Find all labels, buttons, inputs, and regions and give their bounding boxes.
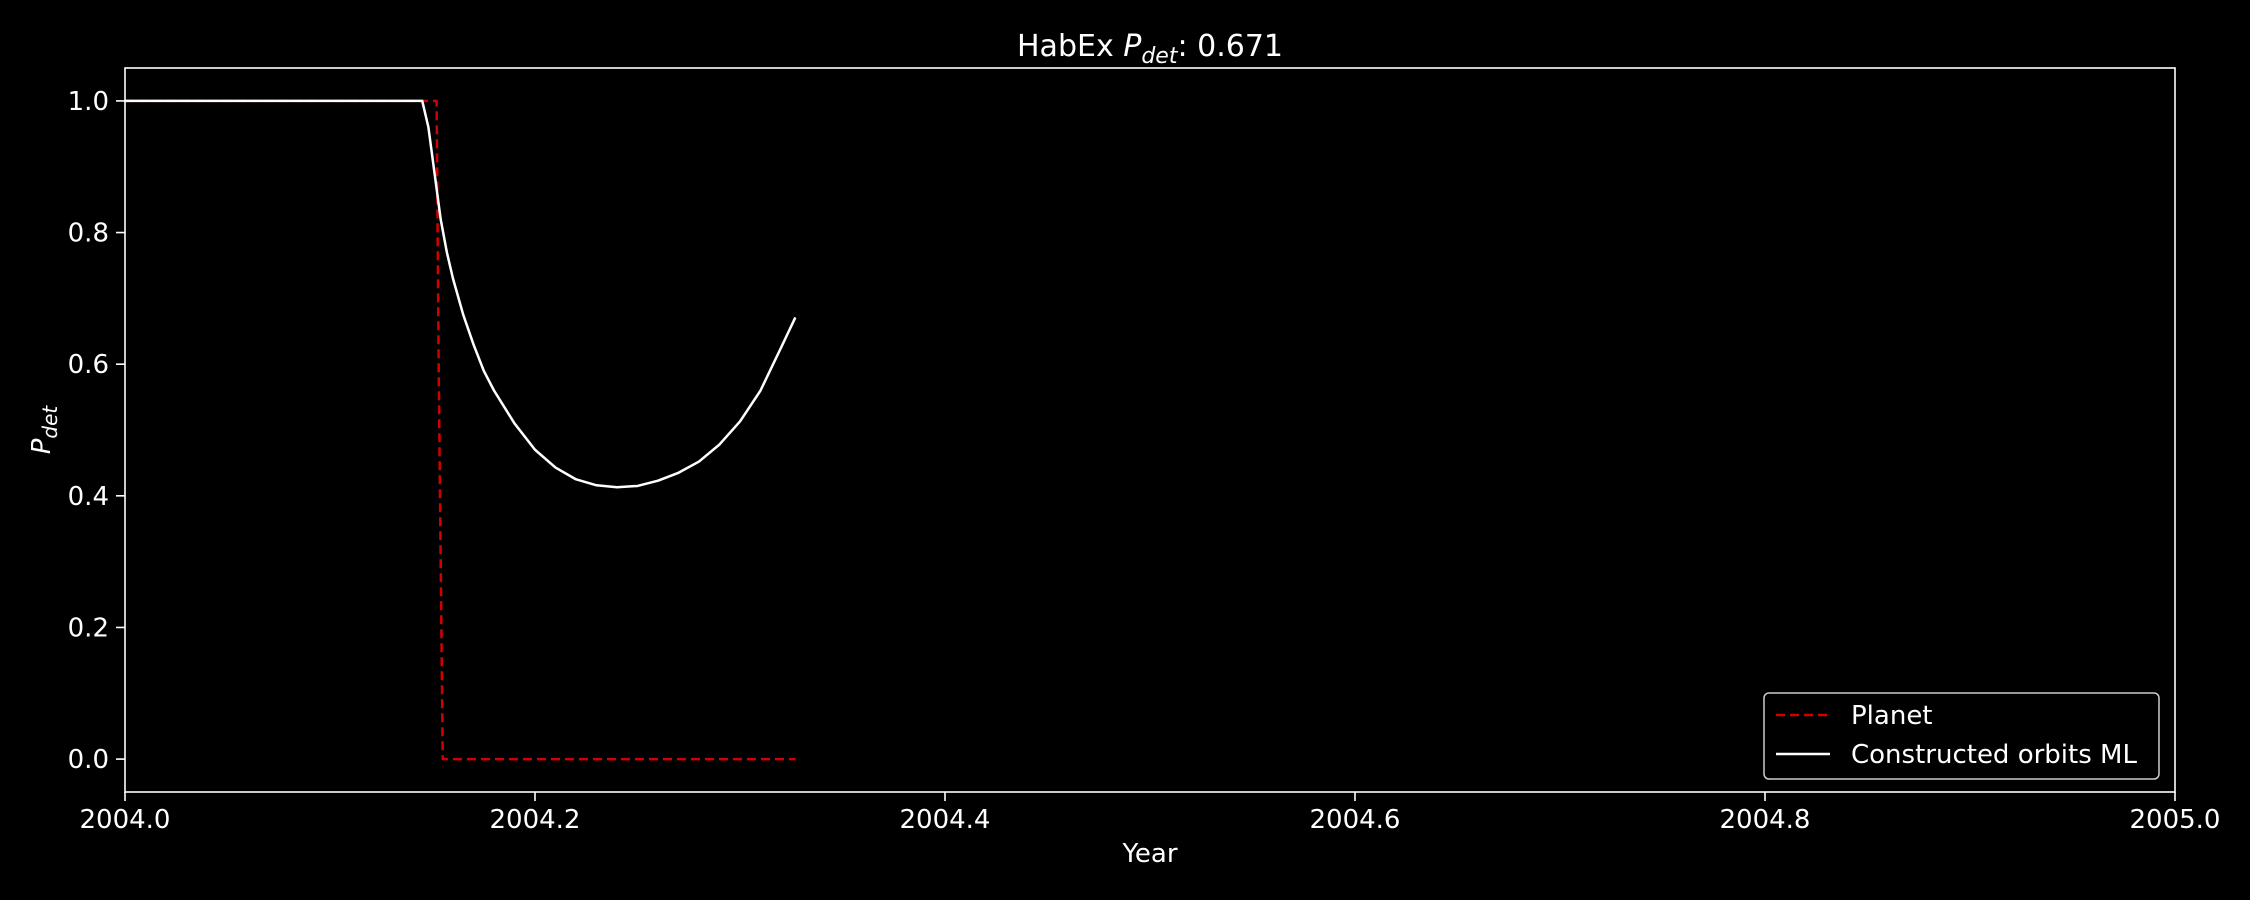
title-prefix: HabEx <box>1017 29 1123 64</box>
y-tick-label: 0.6 <box>68 350 109 380</box>
chart-title: HabEx Pdet: 0.671 <box>1017 29 1283 69</box>
y-tick-label: 0.2 <box>68 613 109 643</box>
x-tick-label: 2004.2 <box>490 805 581 835</box>
x-tick-label: 2004.6 <box>1310 805 1401 835</box>
x-tick-label: 2005.0 <box>2130 805 2221 835</box>
series-layer <box>125 99 797 761</box>
title-variable: P <box>1123 29 1142 64</box>
y-axis-label: Pdet <box>27 405 62 455</box>
legend-label-planet: Planet <box>1851 701 1933 731</box>
legend-box <box>1763 692 2160 780</box>
x-axis: 2004.0 2004.2 2004.4 2004.6 2004.8 2005.0 <box>80 792 2221 835</box>
y-axis: 0.0 0.2 0.4 0.6 0.8 1.0 <box>68 87 125 775</box>
legend-label-constructed-orbits: Constructed orbits ML <box>1851 740 2137 770</box>
y-tick-label: 0.8 <box>68 219 109 249</box>
y-tick-label: 1.0 <box>68 87 109 117</box>
x-tick-label: 2004.8 <box>1720 805 1811 835</box>
legend: Planet Constructed orbits ML <box>1763 692 2160 780</box>
title-suffix: : 0.671 <box>1177 29 1283 64</box>
x-tick-label: 2004.0 <box>80 805 171 835</box>
y-tick-label: 0.0 <box>68 745 109 775</box>
title-variable-subscript: det <box>1141 44 1179 69</box>
x-axis-label: Year <box>1121 839 1177 869</box>
y-tick-label: 0.4 <box>68 482 109 512</box>
x-tick-label: 2004.4 <box>900 805 991 835</box>
y-axis-label-subscript: det <box>38 405 62 439</box>
series-line-constructed-orbits-ml <box>125 99 797 489</box>
plot-frame <box>124 67 2176 793</box>
y-axis-label-variable: P <box>27 438 57 454</box>
